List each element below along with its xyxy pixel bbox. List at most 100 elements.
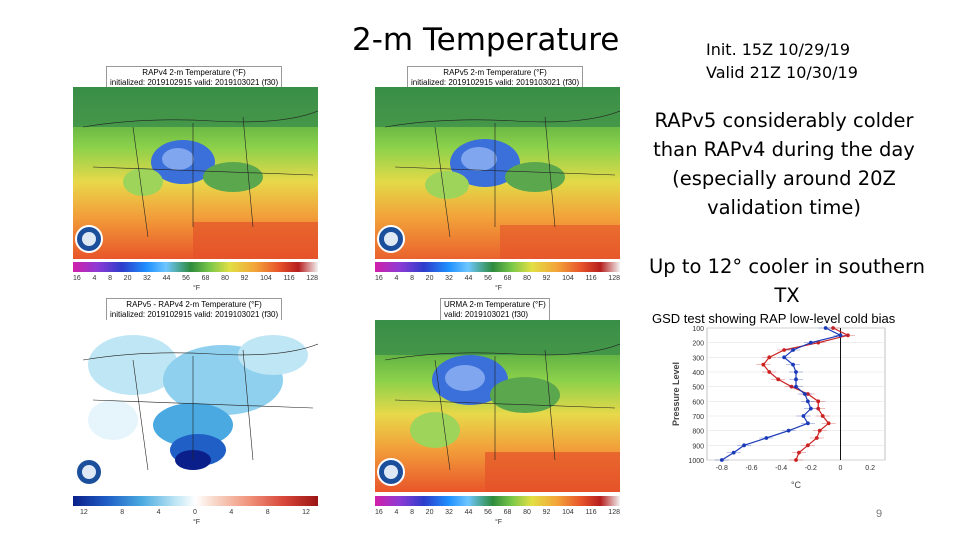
- tick: 4: [229, 509, 234, 516]
- y-tick-label: 400: [692, 370, 704, 377]
- page-number: 9: [876, 508, 883, 520]
- rapv4-colorbar: [73, 262, 318, 272]
- diff-map: [73, 320, 318, 492]
- tick: 0: [193, 509, 197, 516]
- y-tick-label: 700: [692, 414, 704, 421]
- tick: 20: [123, 275, 132, 282]
- diff-subtitle: initialized: 2019102915 valid: 201910302…: [110, 310, 279, 319]
- data-point: [786, 428, 791, 433]
- tick: 32: [143, 275, 151, 282]
- note-southern-tx: Up to 12° cooler in southern TX: [648, 255, 926, 307]
- urma-header: URMA 2-m Temperature (°F) valid: 2019103…: [440, 298, 550, 322]
- y-tick-label: 1000: [688, 458, 704, 465]
- urma-colorbar: [375, 496, 620, 506]
- data-point: [791, 362, 795, 367]
- data-point: [742, 443, 746, 448]
- tick: 104: [562, 509, 574, 516]
- data-point: [782, 348, 787, 352]
- tick: 4: [394, 509, 399, 516]
- tick: 92: [542, 275, 551, 282]
- data-point: [731, 450, 736, 455]
- tick: 128: [306, 275, 318, 282]
- bias-profile-chart: 100 200 300 400 500 600 700 800 900 1000 -0.8 -0.6 -…: [671, 326, 886, 490]
- y-tick-label: 200: [692, 341, 704, 348]
- diff-colorbar-ticks: 12 8 4 0 4 8 12: [80, 509, 310, 516]
- y-tick-label: 600: [692, 399, 704, 406]
- tick: 92: [542, 509, 551, 516]
- data-point: [817, 428, 822, 433]
- data-point: [791, 348, 795, 352]
- rapv4-header: RAPv4 2-m Temperature (°F) initialized: …: [106, 66, 283, 90]
- y-tick-label: 100: [692, 326, 704, 333]
- urma-map-image: [375, 320, 620, 492]
- tick: 80: [221, 275, 229, 282]
- rapv5-colorbar-ticks: 16 4 8 20 32 44 56 68 80 92 104 116 128: [375, 275, 620, 282]
- urma-map: [375, 320, 620, 492]
- tick: 4: [394, 275, 399, 282]
- tick: 44: [162, 275, 171, 282]
- urma-unit: °F: [495, 519, 503, 526]
- data-point: [820, 414, 825, 418]
- urma-title: URMA 2-m Temperature (°F): [444, 300, 546, 309]
- data-point: [808, 406, 813, 411]
- diff-map-image: [73, 320, 318, 492]
- x-axis-label: °C: [791, 480, 802, 490]
- tick: 68: [503, 509, 512, 516]
- data-point: [816, 399, 821, 404]
- tick: 16: [73, 275, 81, 282]
- tick: 8: [265, 509, 270, 516]
- data-point: [761, 362, 766, 367]
- tick: 32: [445, 509, 453, 516]
- data-point: [831, 326, 835, 330]
- x-tick-label: 0.2: [865, 465, 875, 472]
- y-tick-label: 300: [692, 355, 704, 362]
- tick: 68: [503, 275, 512, 282]
- data-point: [767, 370, 772, 374]
- data-point: [805, 443, 810, 448]
- data-point: [794, 370, 798, 374]
- data-point: [823, 326, 828, 330]
- diff-colorbar: [73, 496, 318, 506]
- rapv4-map: [73, 87, 318, 259]
- tick: 4: [92, 275, 97, 282]
- tick: 116: [585, 509, 597, 516]
- data-point: [838, 333, 843, 338]
- rapv4-unit: °F: [193, 285, 201, 292]
- rapv5-map-image: [375, 87, 620, 259]
- data-point: [794, 458, 798, 462]
- rapv5-title: RAPv5 2-m Temperature (°F): [443, 68, 547, 77]
- rapv5-colorbar: [375, 262, 620, 272]
- x-tick-label: -0.4: [775, 465, 787, 472]
- tick: 104: [562, 275, 574, 282]
- tick: 44: [464, 509, 473, 516]
- tick: 8: [108, 275, 112, 282]
- rapv4-title: RAPv4 2-m Temperature (°F): [142, 68, 246, 77]
- data-point: [719, 458, 724, 462]
- tick: 116: [585, 275, 597, 282]
- data-point: [801, 414, 806, 418]
- rapv4-subtitle: initialized: 2019102915 valid: 201910302…: [110, 78, 279, 87]
- init-time: Init. 15Z 10/29/19: [706, 40, 851, 59]
- y-tick-label: 900: [692, 443, 704, 450]
- rapv5-map: [375, 87, 620, 259]
- y-tick-label: 500: [692, 385, 704, 392]
- tick: 12: [302, 509, 310, 516]
- tick: 16: [375, 509, 383, 516]
- rapv5-unit: °F: [495, 285, 503, 292]
- tick: 56: [182, 275, 190, 282]
- tick: 128: [608, 275, 620, 282]
- data-point: [776, 377, 781, 382]
- data-point: [805, 421, 810, 426]
- slide-title: 2-m Temperature: [352, 22, 620, 58]
- tick: 8: [410, 509, 414, 516]
- x-tick-label: -0.2: [805, 465, 817, 472]
- tick: 44: [464, 275, 473, 282]
- tick: 4: [156, 509, 161, 516]
- rapv5-subtitle: initialized: 2019102915 valid: 201910302…: [411, 78, 580, 87]
- tick: 8: [410, 275, 414, 282]
- chart-title: GSD test showing RAP low-level cold bias: [652, 311, 896, 326]
- x-tick-label: -0.8: [716, 465, 728, 472]
- rapv4-colorbar-ticks: 16 4 8 20 32 44 56 68 80 92 104 116 128: [73, 275, 318, 282]
- tick: 80: [523, 509, 531, 516]
- data-point: [808, 340, 813, 345]
